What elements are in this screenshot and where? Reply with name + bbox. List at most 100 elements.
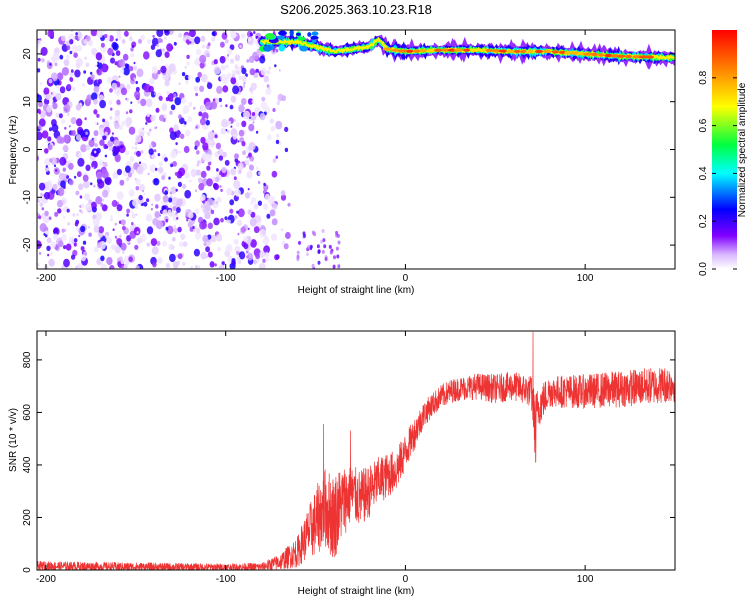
spectrogram-noise-blob — [94, 121, 98, 126]
spectrogram-noise-blob — [83, 180, 90, 189]
spectrogram-noise-blob — [311, 230, 315, 235]
spectrogram-noise-blob — [250, 82, 257, 91]
spectrogram-noise-blob — [56, 84, 60, 89]
spectrogram-noise-blob — [149, 164, 157, 173]
spectrogram-noise-blob — [48, 238, 51, 242]
snr-x-axis-label: Height of straight line (km) — [298, 586, 415, 597]
spectrogram-noise-blob — [131, 44, 135, 49]
spectrogram-noise-blob — [336, 254, 340, 259]
spectrogram-noise-blob — [259, 55, 266, 64]
spectrogram-noise-blob — [134, 90, 141, 99]
spectrogram-noise-blob — [151, 246, 159, 255]
spectrogram-noise-blob — [102, 30, 106, 33]
spectrogram-noise-blob — [90, 201, 97, 210]
spectrogram-noise-blob — [68, 159, 72, 164]
spectrogram-noise-blob — [72, 86, 76, 91]
spectrogram-noise-blob — [87, 40, 93, 47]
spectrogram-noise-blob — [121, 120, 126, 126]
spectrogram-noise-blob — [185, 129, 191, 137]
spectrogram-noise-blob — [176, 207, 181, 213]
spectrogram-noise-blob — [250, 239, 257, 248]
spectrogram-noise-blob — [316, 244, 320, 249]
spectrogram-noise-blob — [50, 251, 53, 255]
spectrogram-noise-blob — [91, 92, 98, 101]
spectrogram-carrier-peak — [644, 55, 655, 59]
spectrogram-noise-blob — [41, 207, 45, 211]
spectrogram-noise-blob — [241, 120, 247, 128]
spectrogram-noise-blob — [249, 68, 256, 76]
spectrogram-noise-blob — [250, 197, 257, 204]
spectrogram-noise-blob — [205, 119, 210, 126]
spectrogram-noise-blob — [221, 185, 224, 189]
spectrogram-noise-blob — [159, 114, 165, 122]
spectrogram-x-tick-label: 0 — [403, 273, 409, 284]
spectrogram-noise-blob — [194, 145, 198, 150]
spectrogram-noise-blob — [113, 139, 120, 147]
spectrogram-noise-blob — [333, 255, 336, 260]
spectrogram-noise-blob — [41, 130, 49, 139]
spectrogram-noise-blob — [136, 150, 141, 157]
spectrogram-noise-blob — [212, 98, 216, 102]
spectrogram-noise-blob — [102, 135, 107, 141]
spectrogram-noise-blob — [237, 208, 245, 218]
spectrogram-noise-blob — [164, 30, 168, 34]
colorbar: 0.0 0.2 0.4 0.6 0.8 Normalized spectral ampl… — [698, 30, 748, 276]
spectrogram-noise-blob — [127, 172, 132, 178]
spectrogram-noise-blob — [160, 65, 167, 74]
spectrogram-noise-blob — [243, 81, 246, 85]
colorbar-label: Normalized spectral amplitude — [737, 82, 748, 217]
spectrogram-noise-blob — [37, 131, 43, 141]
spectrogram-noise-blob — [53, 164, 57, 168]
spectrogram-noise-blob — [237, 162, 244, 171]
spectrogram-noise-blob — [207, 42, 211, 47]
spectrogram-noise-blob — [94, 64, 97, 67]
spectrogram-noise-blob — [214, 134, 218, 139]
spectrogram-noise-blob — [93, 246, 99, 253]
spectrogram-noise-blob — [126, 177, 130, 181]
spectrogram-noise-blob — [90, 30, 98, 37]
spectrogram-noise-blob — [218, 148, 224, 156]
spectrogram-noise-blob — [215, 142, 221, 150]
spectrogram-noise-blob — [215, 176, 220, 183]
spectrogram-noise-blob — [145, 122, 148, 125]
spectrogram-noise-blob — [274, 64, 277, 68]
spectrogram-noise-blob — [62, 167, 66, 172]
spectrogram-noise-blob — [135, 178, 141, 186]
spectrogram-noise-blob — [193, 85, 199, 92]
spectrogram-noise-blob — [116, 99, 121, 105]
spectrogram-noise-blob — [140, 34, 145, 41]
snr-x-tick-label: -100 — [216, 574, 236, 585]
spectrogram-noise-blob — [260, 67, 267, 76]
spectrogram-noise-blob — [238, 104, 245, 113]
spectrogram-noise-blob — [194, 208, 200, 215]
spectrogram-noise-blob — [151, 37, 159, 47]
spectrogram-noise-blob — [93, 85, 100, 93]
spectrogram-noise-blob — [202, 234, 209, 243]
spectrogram-noise-blob — [195, 48, 202, 56]
spectrogram-noise-blob — [237, 140, 240, 143]
spectrogram-noise-blob — [57, 178, 60, 182]
spectrogram-noise-blob — [182, 261, 186, 266]
spectrogram-noise-blob — [255, 166, 259, 171]
spectrogram-noise-blob — [185, 39, 190, 44]
colorbar-tick-label: 0.4 — [698, 166, 709, 180]
spectrogram-noise-blob — [216, 85, 223, 94]
spectrogram-noise-blob — [40, 192, 43, 196]
spectrogram-noise-blob — [200, 252, 207, 260]
spectrogram-noise-blob — [50, 241, 56, 249]
spectrogram-noise-blob — [114, 109, 121, 117]
spectrogram-noise-blob — [263, 75, 270, 83]
spectrogram-carrier-line — [257, 30, 675, 70]
spectrogram-noise-blob — [55, 169, 58, 172]
spectrogram-noise-blob — [184, 172, 190, 179]
spectrogram-noise-blob — [66, 83, 72, 90]
spectrogram-noise-blob — [171, 236, 176, 242]
spectrogram-noise-blob — [222, 76, 229, 85]
spectrogram-noise-blob — [182, 37, 186, 41]
spectrogram-noise-blob — [116, 257, 121, 262]
spectrogram-carrier-peak — [632, 55, 641, 59]
spectrogram-noise-blob — [270, 125, 276, 132]
spectrogram-noise-blob — [76, 213, 79, 217]
spectrogram-noise-blob — [241, 67, 247, 75]
spectrogram-noise-blob — [158, 95, 163, 101]
